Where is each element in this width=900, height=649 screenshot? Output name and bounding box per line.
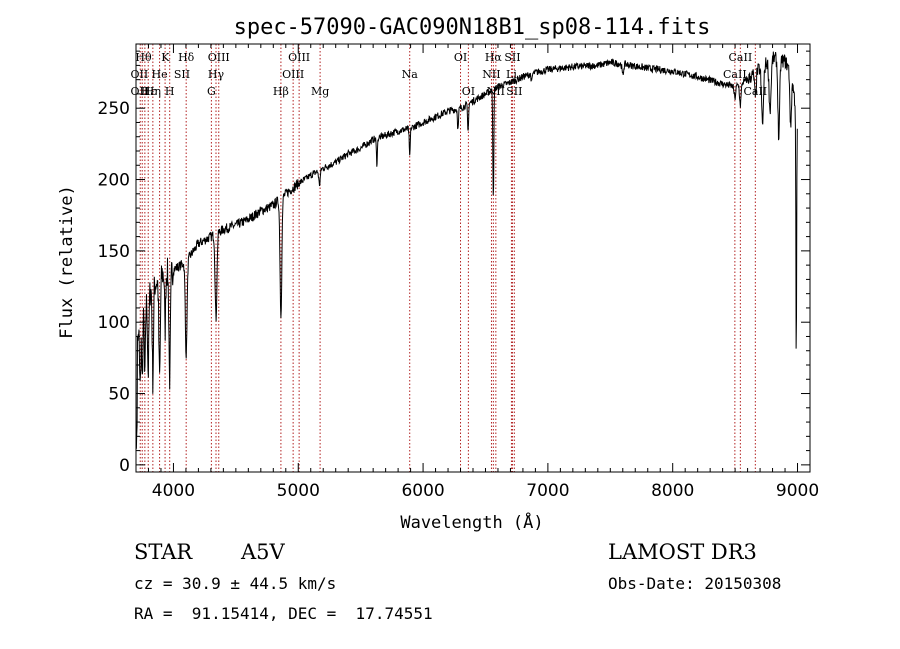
line-label: Li [506,68,517,81]
line-label: OI [454,51,467,64]
x-tick-label: 8000 [651,481,694,501]
x-tick-label: 6000 [401,481,444,501]
x-tick-label: 4000 [152,481,195,501]
plot-frame [135,43,811,473]
redshift-text: cz = 30.9 ± 44.5 km/s [134,574,337,593]
line-label: Hη [145,85,161,98]
line-label: SII [504,51,520,64]
line-label: K [161,51,170,64]
y-tick-label: 0 [119,456,130,476]
line-label: Hα [485,51,503,64]
object-subclass: A5V [241,540,285,564]
line-label: He [152,68,168,81]
line-label: OII [131,85,149,98]
x-tick-label: 5000 [277,481,320,501]
line-label: Hθ [135,51,152,64]
line-markers [139,44,756,472]
line-label: Mg [311,85,329,98]
object-class: STAR [134,540,193,564]
line-label: NII [487,85,505,98]
line-label: Hβ [273,85,289,98]
line-label: SII [174,68,190,81]
y-axis-ticks: 0 50 100 150 200 250 [98,50,810,476]
line-label: Hδ [178,51,195,64]
ra-dec: RA = 91.15414, DEC = 17.74551 [134,604,433,623]
line-label: H [165,85,175,98]
y-tick-label: 250 [98,99,130,119]
y-tick-label: 150 [98,242,130,262]
x-axis-label: Wavelength (Å) [400,511,543,533]
line-label: OIII [288,51,310,64]
line-label: OIII [282,68,304,81]
line-label: CaII [729,51,753,64]
y-tick-label: 200 [98,171,130,191]
survey-name: LAMOST DR3 [608,540,757,564]
line-label: SII [506,85,522,98]
y-tick-label: 50 [108,385,130,405]
line-label: CaII [723,68,747,81]
line-label: OI [462,85,475,98]
chart-title: spec-57090-GAC090N18B1_sp08-114.fits [234,15,711,40]
x-tick-label: 9000 [776,481,819,501]
y-tick-label: 100 [98,313,130,333]
x-tick-label: 7000 [526,481,569,501]
x-axis-ticks: 4000 5000 6000 7000 8000 9000 [147,44,819,501]
y-axis-label: Flux (relative) [57,185,77,339]
line-label: OII [131,68,149,81]
line-label: NII [482,68,500,81]
line-label: OIII [208,51,230,64]
obs-date: Obs-Date: 20150308 [608,574,782,593]
line-label: Na [402,68,419,81]
spectrum-series [135,51,798,449]
line-label: Hγ [208,68,225,81]
line-label: G [207,85,216,98]
line-label: Hε [141,85,157,98]
line-label: CaII [743,85,767,98]
